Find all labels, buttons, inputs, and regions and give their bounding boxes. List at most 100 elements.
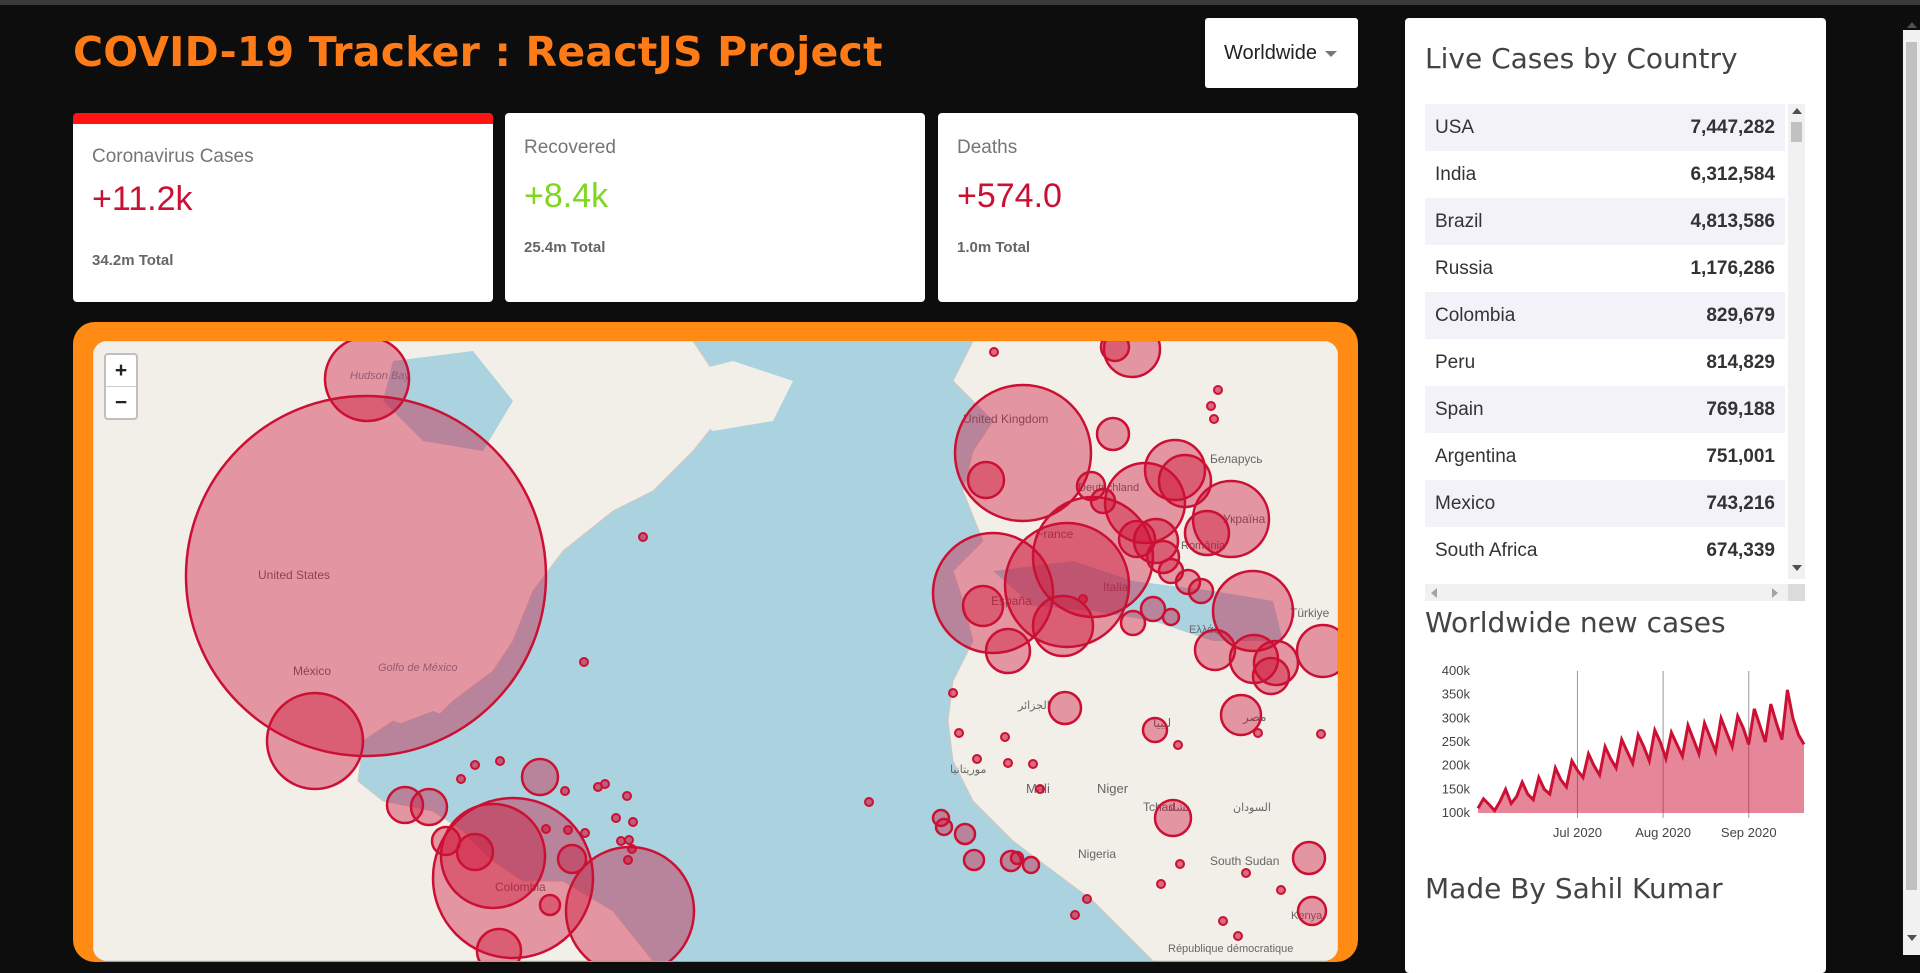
table-row: USA 7,447,282 [1425,104,1785,151]
y-tick-label: 100k [1442,805,1471,820]
y-tick-label: 400k [1442,663,1471,678]
case-circle [267,693,363,789]
country-name: Peru [1435,352,1475,374]
page-scroll-down-icon[interactable] [1907,935,1917,941]
case-dot [561,787,569,795]
stat-card-label: Deaths [957,137,1017,159]
y-tick-label: 250k [1442,734,1471,749]
case-circle [1293,842,1325,874]
stat-card-label: Recovered [524,137,616,159]
case-circle [1185,511,1229,555]
stat-card-total: 1.0m Total [957,239,1030,256]
case-circle [186,396,546,756]
stat-card-deaths[interactable]: Deaths +574.0 1.0m Total [938,113,1358,302]
case-dot [1277,886,1285,894]
table-row: Mexico 743,216 [1425,480,1785,527]
map-label: Nigeria [1078,847,1116,861]
chevron-down-icon [1325,51,1337,57]
case-circle [1121,611,1145,635]
stat-card-value: +574.0 [957,177,1062,216]
case-circle [325,341,409,421]
scroll-down-icon[interactable] [1792,565,1802,571]
live-cases-title: Live Cases by Country [1425,42,1738,75]
case-circle [1189,579,1213,603]
case-circle [1101,341,1129,361]
table-row: Peru 814,829 [1425,339,1785,386]
scroll-left-icon[interactable] [1431,588,1437,598]
stat-card-recovered[interactable]: Recovered +8.4k 25.4m Total [505,113,925,302]
case-dot [628,845,636,853]
table-horizontal-scrollbar[interactable] [1425,584,1788,601]
x-tick-label: Aug 2020 [1635,825,1691,840]
case-circle [1033,596,1093,656]
table-row: India 6,312,584 [1425,151,1785,198]
case-dot [1079,595,1087,603]
case-circle [1298,897,1326,925]
case-circle [963,586,1003,626]
country-name: Mexico [1435,493,1495,515]
case-dot [1317,730,1325,738]
case-dot [457,775,465,783]
country-name: Spain [1435,399,1484,421]
case-circle [964,850,984,870]
case-dot [1083,895,1091,903]
case-circle [411,789,447,825]
country-cases: 1,176,286 [1690,258,1775,280]
x-tick-label: Sep 2020 [1721,825,1777,840]
case-dot [624,856,632,864]
case-circle [477,929,521,961]
page-scrollbar[interactable] [1903,30,1920,955]
stat-card-total: 25.4m Total [524,239,605,256]
y-tick-label: 300k [1442,710,1471,725]
case-circle [1155,800,1191,836]
table-vertical-scrollbar[interactable] [1788,104,1805,579]
stat-card-total: 34.2m Total [92,252,173,269]
table-row: Argentina 751,001 [1425,433,1785,480]
chart-title: Worldwide new cases [1425,606,1726,639]
country-select[interactable]: Worldwide [1205,18,1358,88]
case-dot [617,837,625,845]
scrollbar-corner [1788,584,1805,601]
map-label: Niger [1097,781,1129,796]
case-dot [564,826,572,834]
case-dot [1071,911,1079,919]
y-tick-label: 150k [1442,781,1471,796]
country-table[interactable]: USA 7,447,282 India 6,312,584 Brazil 4,8… [1425,104,1807,576]
case-dot [612,814,620,822]
country-cases: 814,829 [1706,352,1775,374]
case-circle [540,895,560,915]
page-title: COVID-19 Tracker : ReactJS Project [73,28,883,76]
country-select-value: Worldwide [1224,42,1317,65]
footer-credit: Made By Sahil Kumar [1425,872,1723,905]
table-row: Spain 769,188 [1425,386,1785,433]
case-dot [955,729,963,737]
scroll-thumb[interactable] [1791,122,1802,142]
scroll-right-icon[interactable] [1772,588,1778,598]
map-canvas[interactable]: Hudson Bay United States México Golfo de… [93,341,1338,961]
zoom-in-button[interactable]: + [106,355,136,386]
page-scroll-up-icon[interactable] [1907,22,1917,28]
table-row: Russia 1,176,286 [1425,245,1785,292]
case-circle [955,824,975,844]
table-row: Colombia 829,679 [1425,292,1785,339]
case-dot [990,348,998,356]
case-dot [629,818,637,826]
world-map[interactable]: Hudson Bay United States México Golfo de… [93,341,1338,961]
page-scroll-thumb[interactable] [1906,42,1917,890]
case-dot [1242,869,1250,877]
stat-card-cases[interactable]: Coronavirus Cases +11.2k 34.2m Total [73,113,493,302]
map-label: Беларусь [1210,452,1262,466]
map-zoom-control: + − [104,353,138,420]
case-dot [1174,741,1182,749]
chart-plot [1478,690,1804,813]
case-circle [1163,609,1179,625]
scroll-up-icon[interactable] [1792,108,1802,114]
zoom-out-button[interactable]: − [106,386,136,418]
country-cases: 743,216 [1706,493,1775,515]
map-label: موريتانيا [950,764,986,776]
case-circle [1195,630,1235,670]
case-circle [1011,852,1023,864]
case-circle [1297,625,1338,677]
country-cases: 769,188 [1706,399,1775,421]
map-label: السودان [1233,802,1271,814]
